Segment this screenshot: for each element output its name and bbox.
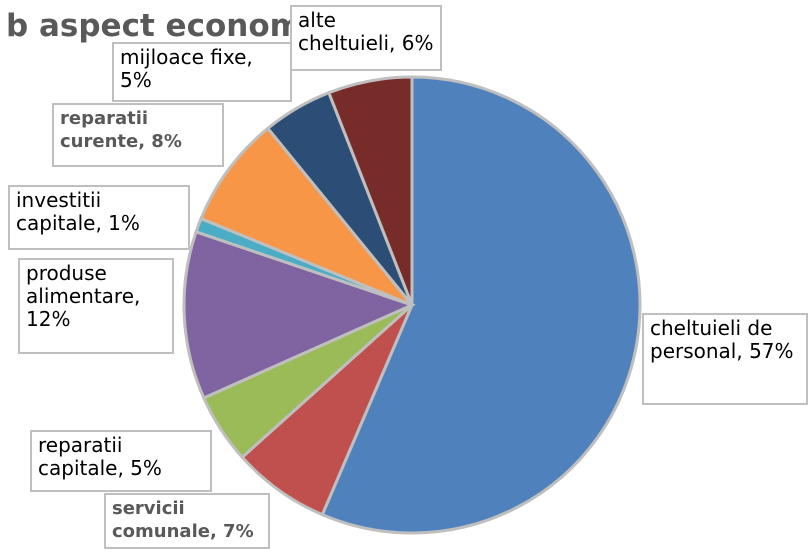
- pie-slice: [182, 229, 417, 400]
- data-label: mijloace fixe, 5%: [112, 42, 292, 102]
- data-label: reparatii capitale, 5%: [30, 430, 212, 492]
- data-label: produse alimentare, 12%: [18, 258, 174, 354]
- data-label: investitii capitale, 1%: [8, 185, 190, 250]
- pie-slice: [199, 126, 414, 307]
- chart-title: b aspect economic: [6, 8, 331, 44]
- pie-slice: [320, 75, 642, 535]
- pie-slice: [326, 75, 414, 306]
- data-label: servicii comunale, 7%: [104, 493, 270, 549]
- data-label: reparatii curente, 8%: [52, 103, 224, 167]
- data-label: cheltuieli de personal, 57%: [642, 313, 808, 405]
- data-label: alte cheltuieli, 6%: [290, 5, 442, 71]
